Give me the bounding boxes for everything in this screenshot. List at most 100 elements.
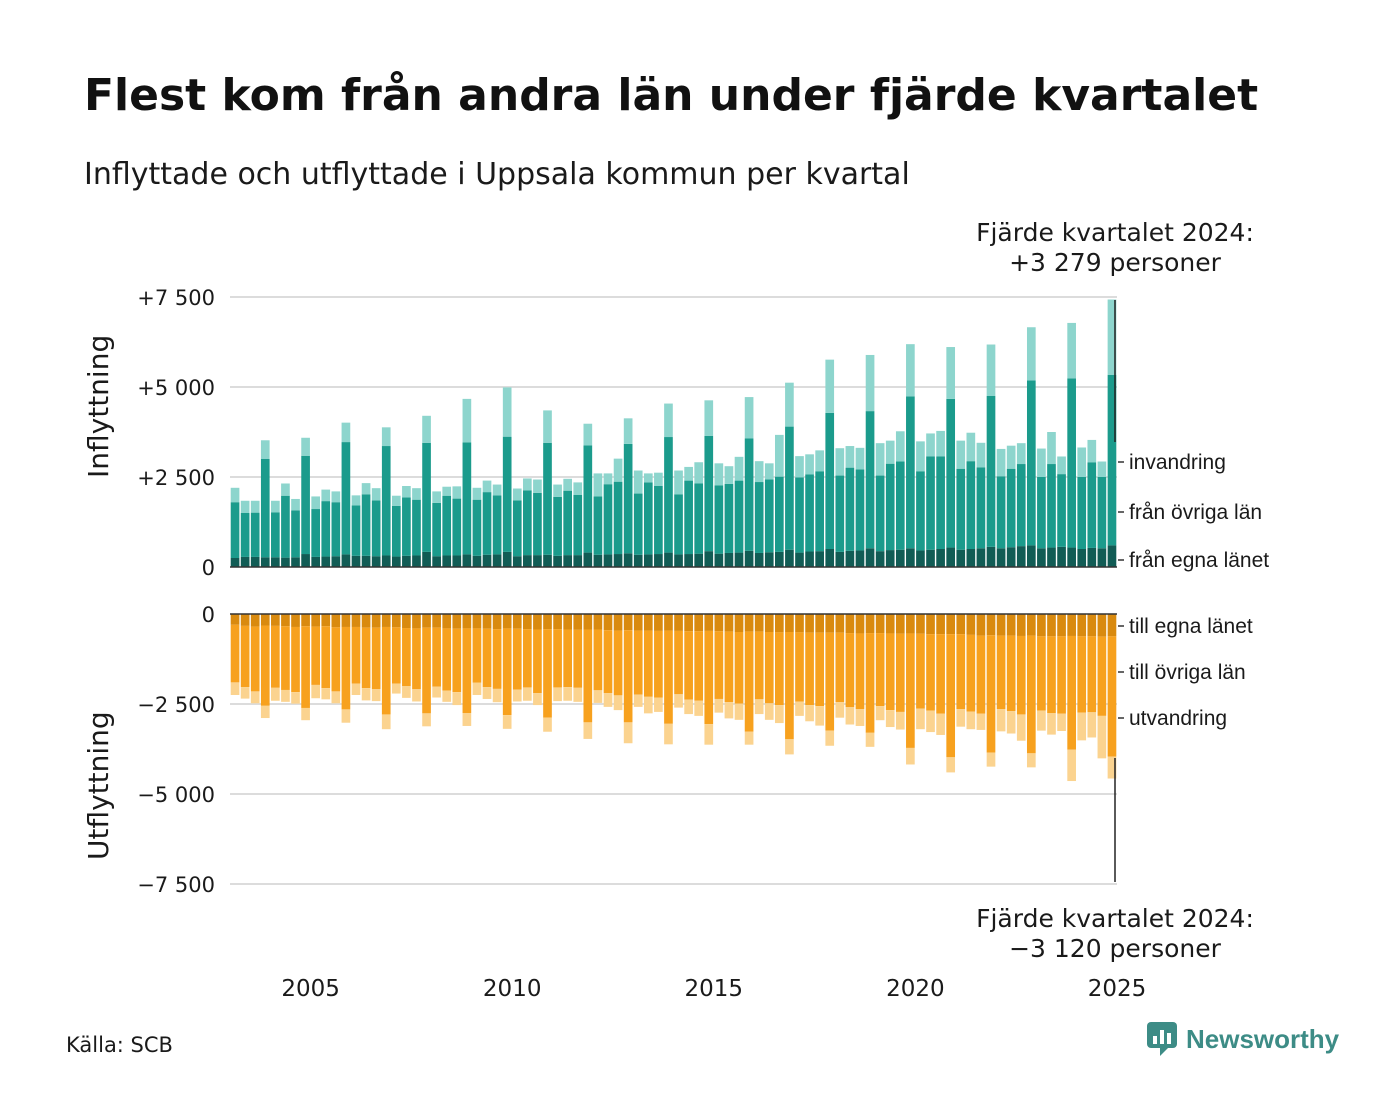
bar-in-own-county[interactable] — [825, 549, 835, 567]
bar-out-own-county[interactable] — [775, 614, 784, 633]
bar-in-other-counties[interactable] — [492, 495, 502, 555]
bar-out-own-county[interactable] — [1016, 614, 1026, 636]
bar-in-own-county[interactable] — [986, 546, 996, 567]
bar-in-own-county[interactable] — [865, 548, 875, 567]
bar-in-other-counties[interactable] — [1057, 474, 1066, 547]
bar-out-emigration[interactable] — [301, 707, 310, 721]
bar-out-own-county[interactable] — [533, 614, 542, 630]
bar-out-own-county[interactable] — [341, 614, 351, 627]
bar-out-own-county[interactable] — [865, 614, 875, 634]
bar-in-other-counties[interactable] — [835, 475, 845, 552]
bar-out-other-counties[interactable] — [321, 626, 331, 689]
bar-in-immigration[interactable] — [442, 486, 452, 496]
bar-out-own-county[interactable] — [815, 614, 824, 633]
bar-out-emigration[interactable] — [1047, 713, 1056, 735]
bar-in-own-county[interactable] — [472, 555, 482, 567]
bar-in-own-county[interactable] — [785, 549, 794, 567]
bar-in-other-counties[interactable] — [785, 426, 794, 550]
bar-out-other-counties[interactable] — [381, 626, 391, 715]
bar-out-other-counties[interactable] — [785, 632, 794, 740]
bar-out-emigration[interactable] — [1087, 712, 1097, 738]
bar-out-emigration[interactable] — [764, 703, 774, 720]
bar-out-other-counties[interactable] — [462, 628, 472, 713]
bar-in-immigration[interactable] — [1077, 447, 1087, 477]
bar-out-own-county[interactable] — [250, 614, 260, 627]
bar-in-other-counties[interactable] — [694, 483, 704, 554]
bar-out-emigration[interactable] — [311, 684, 321, 699]
bar-in-own-county[interactable] — [664, 552, 673, 567]
bar-out-emigration[interactable] — [331, 691, 341, 704]
bar-out-other-counties[interactable] — [1097, 636, 1107, 716]
bar-out-other-counties[interactable] — [714, 631, 724, 699]
bar-out-other-counties[interactable] — [543, 629, 552, 718]
bar-in-own-county[interactable] — [432, 556, 441, 567]
bar-out-own-county[interactable] — [825, 614, 835, 633]
bar-in-other-counties[interactable] — [391, 505, 401, 557]
bar-in-own-county[interactable] — [885, 550, 895, 567]
bar-out-emigration[interactable] — [341, 709, 351, 723]
bar-in-other-counties[interactable] — [704, 435, 714, 552]
bar-in-own-county[interactable] — [402, 555, 411, 567]
bar-in-immigration[interactable] — [684, 466, 693, 481]
bar-in-immigration[interactable] — [1006, 445, 1016, 469]
bar-in-immigration[interactable] — [926, 433, 935, 457]
bar-in-own-county[interactable] — [502, 551, 512, 567]
bar-out-own-county[interactable] — [502, 614, 512, 629]
bar-in-own-county[interactable] — [724, 552, 734, 567]
bar-in-other-counties[interactable] — [260, 459, 270, 558]
bar-in-own-county[interactable] — [462, 554, 472, 567]
bar-in-immigration[interactable] — [734, 456, 744, 481]
bar-in-immigration[interactable] — [1097, 461, 1107, 477]
bar-out-emigration[interactable] — [260, 705, 270, 719]
bar-out-emigration[interactable] — [583, 722, 593, 739]
bar-out-emigration[interactable] — [271, 687, 280, 701]
bar-out-emigration[interactable] — [775, 705, 784, 724]
bar-in-immigration[interactable] — [714, 463, 724, 486]
bar-out-emigration[interactable] — [321, 688, 331, 700]
bar-in-immigration[interactable] — [785, 382, 794, 427]
bar-in-other-counties[interactable] — [230, 502, 240, 558]
bar-in-own-county[interactable] — [523, 555, 532, 567]
bar-in-immigration[interactable] — [916, 441, 925, 472]
bar-in-own-county[interactable] — [442, 555, 452, 567]
bar-in-own-county[interactable] — [391, 556, 401, 567]
bar-out-own-county[interactable] — [412, 614, 421, 629]
bar-out-own-county[interactable] — [936, 614, 945, 635]
bar-in-immigration[interactable] — [775, 434, 784, 477]
bar-in-other-counties[interactable] — [512, 500, 522, 557]
bar-in-immigration[interactable] — [462, 398, 472, 443]
bar-out-own-county[interactable] — [916, 614, 925, 634]
bar-in-other-counties[interactable] — [1006, 468, 1016, 548]
bar-in-other-counties[interactable] — [543, 442, 552, 555]
bar-out-own-county[interactable] — [885, 614, 895, 634]
bar-in-own-county[interactable] — [775, 551, 784, 567]
bar-out-other-counties[interactable] — [976, 635, 986, 714]
bar-out-other-counties[interactable] — [1107, 636, 1117, 757]
bar-out-emigration[interactable] — [674, 694, 683, 708]
bar-in-other-counties[interactable] — [1037, 477, 1046, 549]
bar-out-own-county[interactable] — [613, 614, 623, 631]
bar-in-other-counties[interactable] — [815, 471, 824, 552]
bar-out-own-county[interactable] — [664, 614, 673, 631]
bar-in-own-county[interactable] — [381, 555, 391, 567]
bar-out-emigration[interactable] — [230, 682, 240, 695]
bar-in-other-counties[interactable] — [381, 446, 391, 556]
bar-out-own-county[interactable] — [623, 614, 633, 631]
bar-out-other-counties[interactable] — [775, 632, 784, 706]
bar-out-other-counties[interactable] — [664, 630, 673, 724]
bar-in-immigration[interactable] — [452, 486, 462, 499]
bar-out-emigration[interactable] — [946, 757, 956, 773]
bar-in-immigration[interactable] — [432, 491, 441, 503]
bar-in-own-county[interactable] — [452, 555, 462, 567]
bar-out-emigration[interactable] — [593, 690, 603, 703]
bar-out-own-county[interactable] — [684, 614, 693, 632]
bar-out-other-counties[interactable] — [724, 631, 734, 703]
bar-in-immigration[interactable] — [523, 478, 532, 491]
bar-in-other-counties[interactable] — [744, 438, 754, 551]
bar-in-other-counties[interactable] — [966, 461, 976, 549]
bar-in-other-counties[interactable] — [422, 442, 431, 552]
bar-in-own-county[interactable] — [654, 554, 663, 567]
bar-out-own-county[interactable] — [442, 614, 452, 629]
bar-in-own-county[interactable] — [976, 548, 986, 567]
bar-out-own-county[interactable] — [1006, 614, 1016, 636]
